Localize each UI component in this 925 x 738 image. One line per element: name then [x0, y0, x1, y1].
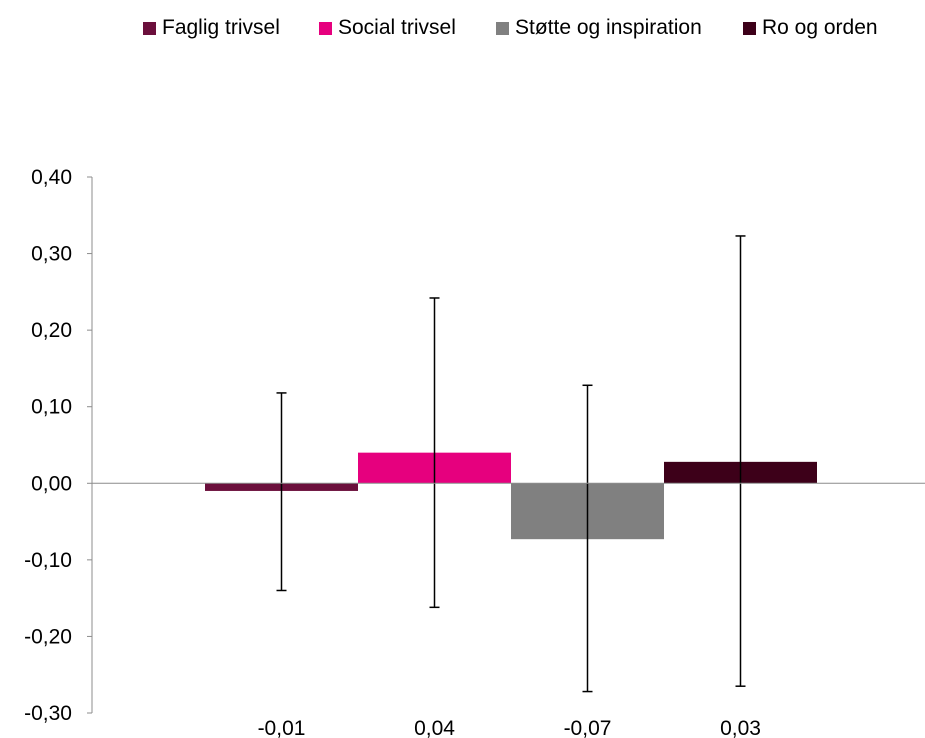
y-tick-label: -0,30 [24, 702, 72, 725]
y-tick-label: 0,00 [31, 472, 72, 495]
y-tick-label: -0,10 [24, 549, 72, 572]
y-axis: 0,40 0,30 0,20 0,10 0,00 -0,10 -0,20 -0,30 [24, 166, 93, 725]
chart-legend: Faglig trivsel Social trivsel Støtte og in… [0, 14, 925, 42]
value-label-2: 0,04 [414, 717, 455, 738]
legend-label: Støtte og inspiration [515, 16, 702, 39]
legend-item-4: Ro og orden [743, 14, 878, 42]
value-label-3: -0,07 [564, 717, 612, 738]
legend-swatch [743, 21, 756, 35]
y-tick-label: 0,10 [31, 396, 72, 419]
y-tick-label: -0,20 [24, 625, 72, 648]
value-label-4: 0,03 [720, 717, 761, 738]
legend-label: Social trivsel [338, 16, 456, 39]
legend-item-1: Faglig trivsel [143, 14, 280, 42]
legend-swatch [319, 21, 332, 35]
legend-swatch [143, 21, 156, 35]
legend-item-2: Social trivsel [319, 14, 456, 42]
y-tick-label: 0,30 [31, 243, 72, 266]
y-tick-label: 0,40 [31, 166, 72, 189]
legend-swatch [496, 21, 509, 35]
value-label-1: -0,01 [258, 717, 306, 738]
legend-label: Ro og orden [762, 16, 878, 39]
legend-item-3: Støtte og inspiration [496, 14, 702, 42]
error-bars-group [276, 235, 746, 693]
bars-group [205, 452, 817, 540]
y-tick-label: 0,20 [31, 319, 72, 342]
legend-label: Faglig trivsel [162, 16, 280, 39]
value-labels-group: -0,01 0,04 -0,07 0,03 [258, 717, 761, 738]
